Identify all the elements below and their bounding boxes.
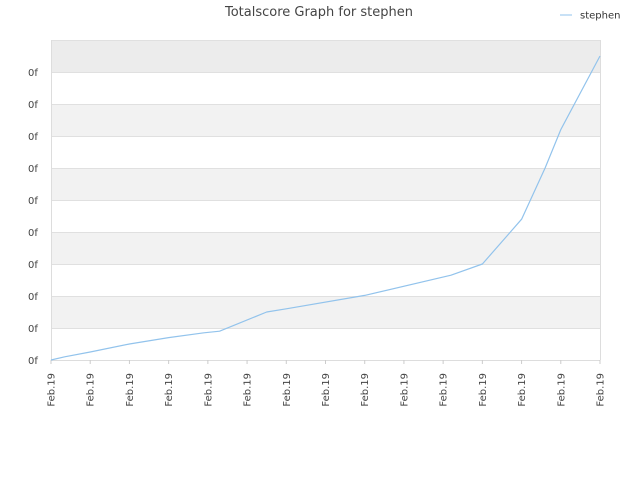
x-tick-label: Feb.19 xyxy=(517,373,528,407)
x-axis-ticks: Feb.19 Feb.19 Feb.19 Feb.19 Feb.19 Feb.19 Feb.… xyxy=(47,360,607,407)
y-axis-ticks: 0f 0f 0f 0f 0f 0f 0f 0f 0f 0f xyxy=(28,68,38,367)
y-tick-label: 0f xyxy=(28,164,38,175)
x-tick-label: Feb.19 xyxy=(596,373,607,407)
legend-label-stephen: stephen xyxy=(580,11,620,22)
y-tick-label: 0f xyxy=(28,324,38,335)
x-tick-label: Feb.19 xyxy=(86,373,97,407)
series-group xyxy=(50,55,601,361)
plot-band xyxy=(51,200,600,232)
y-tick-label: 0f xyxy=(28,196,38,207)
plot-band xyxy=(51,168,600,200)
x-tick-label: Feb.19 xyxy=(282,373,293,407)
y-tick-label: 0f xyxy=(28,260,38,271)
y-tick-label: 0f xyxy=(28,100,38,111)
plot-band xyxy=(51,136,600,168)
x-tick-label: Feb.19 xyxy=(478,373,489,407)
chart-title: Totalscore Graph for stephen xyxy=(224,5,413,20)
y-tick-label: 0f xyxy=(28,132,38,143)
legend: stephen xyxy=(560,11,620,22)
plot-band xyxy=(51,296,600,328)
series-line-stephen xyxy=(50,55,601,361)
x-tick-label: Feb.19 xyxy=(164,373,175,407)
plot-band xyxy=(51,264,600,296)
x-tick-label: Feb.19 xyxy=(47,373,58,407)
plot-band xyxy=(51,72,600,104)
y-tick-label: 0f xyxy=(28,228,38,239)
x-tick-label: Feb.19 xyxy=(243,373,254,407)
plot-band xyxy=(51,232,600,264)
plot-band xyxy=(51,104,600,136)
plot-band xyxy=(51,40,600,72)
x-tick-label: Feb.19 xyxy=(556,373,567,407)
plot-bands xyxy=(51,40,600,360)
x-tick-label: Feb.19 xyxy=(439,373,450,407)
y-tick-label: 0f xyxy=(28,356,38,367)
x-tick-label: Feb.19 xyxy=(399,373,410,407)
plot-band xyxy=(51,328,600,360)
y-tick-label: 0f xyxy=(28,292,38,303)
x-tick-label: Feb.19 xyxy=(203,373,214,407)
grid-lines xyxy=(51,40,600,361)
x-tick-label: Feb.19 xyxy=(125,373,136,407)
y-tick-label: 0f xyxy=(28,68,38,79)
x-tick-label: Feb.19 xyxy=(321,373,332,407)
x-tick-label: Feb.19 xyxy=(360,373,371,407)
